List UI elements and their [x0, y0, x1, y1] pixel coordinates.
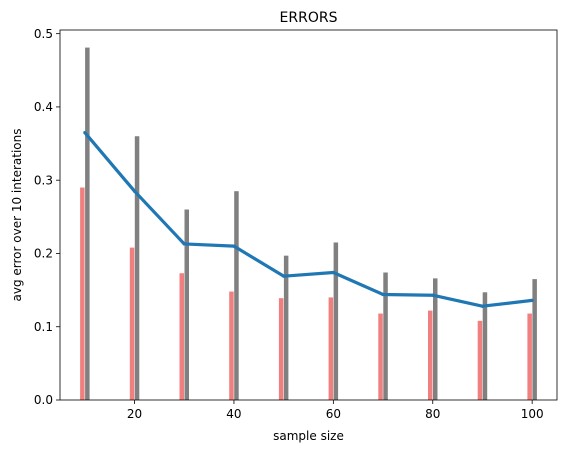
ticks-layer: 20 40 60 80 100 0.0 0.1 0.2 0.3 0.4 0.5 — [34, 27, 544, 421]
bar-high_bar-40 — [234, 191, 239, 400]
y-tick-label: 0.1 — [34, 320, 53, 334]
bar-high_bar-30 — [184, 209, 189, 400]
marks-layer — [80, 47, 537, 401]
bar-high_bar-80 — [433, 278, 438, 400]
x-axis-label: sample size — [273, 429, 344, 443]
bar-low_bar-80 — [428, 310, 433, 400]
y-tick-label: 0.0 — [34, 393, 53, 407]
line-point-70 — [381, 292, 385, 297]
plot-frame — [59, 29, 558, 401]
line-point-40 — [232, 244, 236, 248]
x-tick-label: 60 — [326, 407, 341, 421]
y-tick-label: 0.5 — [34, 27, 53, 41]
line-point-50 — [282, 274, 286, 278]
line-point-30 — [182, 242, 186, 246]
x-tick-label: 20 — [127, 407, 142, 421]
line-point-10 — [83, 130, 87, 135]
y-tick-label: 0.2 — [34, 247, 53, 261]
x-tick-label: 80 — [425, 407, 440, 421]
series-line — [83, 131, 533, 308]
bar-low_bar-20 — [129, 247, 135, 400]
bar-high_bar-70 — [383, 272, 388, 400]
line-point-100 — [530, 298, 534, 302]
bar-high_bar-60 — [333, 242, 339, 400]
x-tick-label: 40 — [226, 407, 241, 421]
bar-high_bar-90 — [482, 292, 488, 400]
bar-low_bar-70 — [378, 313, 383, 400]
y-axis-label: avg error over 10 interations — [10, 129, 24, 302]
chart-title: ERRORS — [280, 10, 338, 26]
bar-low_bar-60 — [328, 297, 334, 400]
y-tick-label: 0.4 — [34, 100, 53, 114]
bar-low_bar-90 — [477, 320, 483, 400]
line-point-20 — [132, 189, 137, 193]
bar-low_bar-10 — [80, 187, 85, 400]
x-tick-label: 100 — [521, 407, 544, 421]
bar-low_bar-40 — [229, 291, 234, 400]
y-tick-label: 0.3 — [34, 173, 53, 187]
line-point-80 — [431, 293, 435, 297]
bar-low_bar-50 — [278, 298, 284, 400]
bar-low_bar-30 — [179, 273, 184, 400]
bar-low_bar-100 — [527, 313, 532, 400]
bar-high_bar-20 — [134, 136, 140, 401]
line-point-90 — [480, 304, 485, 308]
bar-high_bar-100 — [532, 279, 537, 400]
line-point-60 — [331, 270, 335, 275]
bar-high_bar-50 — [283, 255, 289, 400]
bar-high_bar-10 — [85, 47, 90, 400]
